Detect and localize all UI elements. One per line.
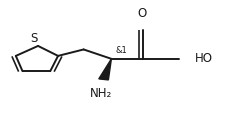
Text: HO: HO — [195, 52, 213, 65]
Text: S: S — [31, 32, 38, 45]
Text: O: O — [138, 7, 147, 20]
Polygon shape — [99, 59, 111, 80]
Text: &1: &1 — [115, 45, 127, 54]
Text: NH₂: NH₂ — [90, 87, 112, 100]
